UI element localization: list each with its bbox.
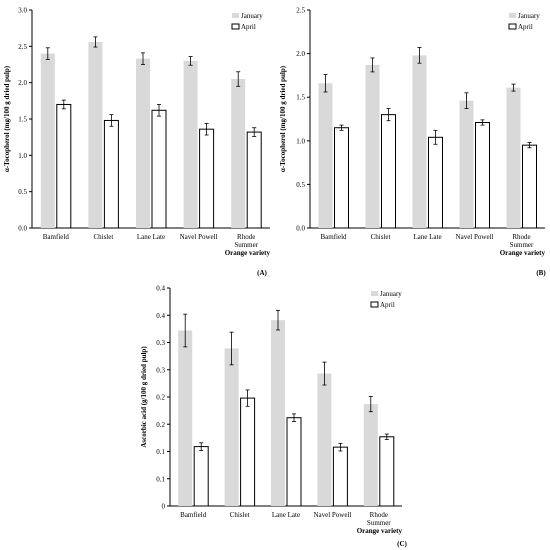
y-tick-label: 2.0 (296, 50, 305, 58)
bar-january (459, 100, 474, 228)
x-tick-label: Rhode (512, 233, 530, 241)
y-tick-label: 1.5 (18, 116, 27, 124)
y-tick-label: 0.3 (156, 366, 165, 374)
bar-april (193, 446, 209, 507)
y-tick-label: 0.4 (156, 285, 165, 293)
y-tick-label: 2.5 (18, 43, 27, 51)
panel-label: (A) (257, 269, 267, 277)
x-tick-label: Chislet (371, 233, 391, 241)
bar-january (224, 348, 239, 506)
bar-january (178, 330, 193, 506)
bar-april (56, 103, 72, 229)
bar-april (334, 127, 349, 229)
y-tick-label: 0.5 (18, 188, 27, 196)
chart-panel-1: 0.0 0.5 1.0 1.5 2.0 2.5 3.0 α-Tocopherol (mg/10… (3, 7, 270, 278)
bar-april (379, 436, 395, 507)
x-tick-label: Lane Late (272, 511, 300, 519)
bar-january (317, 373, 332, 506)
bar-april (286, 417, 302, 507)
x-tick-label: Summer (367, 519, 391, 527)
y-axis-label: α-Tocopherol (mg/100 g dried pulp) (279, 65, 287, 172)
x-axis-label: Orange variety (357, 527, 403, 535)
legend-swatch-april (508, 23, 517, 30)
x-axis-label: Orange variety (225, 249, 271, 257)
y-tick-label: 0.2 (156, 421, 165, 429)
x-tick-label: Navel Powell (313, 511, 351, 519)
x-tick-label: Lane Late (137, 233, 165, 241)
y-tick-label: 0.0 (18, 225, 27, 233)
bar-april (199, 128, 215, 229)
bar-january (363, 404, 378, 506)
x-tick-label: Lane Late (413, 233, 441, 241)
y-tick-label: 2.0 (18, 79, 27, 87)
y-tick-label: 2.5 (296, 7, 305, 15)
bar-april (151, 109, 167, 229)
bar-january (231, 79, 246, 229)
y-tick-label: 0.1 (156, 475, 165, 483)
bar-january (506, 87, 521, 228)
x-axis-label: Orange variety (500, 249, 546, 257)
bar-april (522, 144, 537, 229)
bar-april (475, 121, 490, 229)
y-tick-label: 3.0 (18, 7, 27, 15)
bar-january (183, 60, 198, 228)
bar-april (381, 114, 396, 229)
panel-label: (C) (397, 540, 407, 548)
y-axis-label: Ascorbic acid (g/100 g dried pulp) (140, 346, 148, 448)
bar-april (103, 119, 119, 229)
legend-swatch-april (370, 301, 379, 308)
y-tick-label: 0.0 (296, 225, 305, 233)
bar-january (271, 320, 285, 506)
x-tick-label: Summer (234, 241, 258, 249)
y-tick-label: 1.0 (296, 137, 305, 145)
panel-label: (B) (536, 269, 546, 277)
bar-april (332, 446, 348, 507)
legend-label: January (518, 12, 540, 20)
y-tick-label: 0.5 (296, 181, 305, 189)
y-tick-label: 0.2 (156, 394, 165, 402)
legend-swatch-january (232, 13, 239, 18)
bar-april (246, 131, 262, 229)
legend-label: April (241, 23, 256, 31)
y-tick-label: 0 (162, 503, 166, 511)
x-tick-label: Bamfield (180, 511, 207, 519)
x-tick-label: Chislet (230, 511, 250, 519)
bar-april (428, 136, 443, 229)
legend-label: January (241, 12, 263, 20)
y-tick-label: 0.3 (156, 339, 165, 347)
bar-january (318, 83, 333, 228)
y-tick-label: 0.4 (156, 312, 165, 320)
legend-swatch-january (509, 13, 516, 18)
chart-panel-2: 0.0 0.5 1.0 1.5 2.0 2.5 α-Tocopherol (mg/100 g… (279, 7, 546, 278)
bar-january (412, 55, 427, 229)
x-tick-label: Summer (510, 241, 534, 249)
legend-label: January (380, 290, 402, 298)
x-tick-label: Chislet (93, 233, 113, 241)
y-tick-label: 1.0 (18, 152, 27, 160)
x-tick-label: Bamfield (43, 233, 70, 241)
bar-april (240, 397, 256, 507)
y-tick-label: 0.1 (156, 448, 165, 456)
y-tick-label: 1.5 (296, 94, 305, 102)
x-tick-label: Rhode (370, 511, 388, 519)
legend-label: April (380, 301, 395, 309)
x-tick-label: Bamfield (320, 233, 347, 241)
y-axis-label: α-Tocopherol (mg/100 g dried pulp) (3, 65, 11, 172)
bar-january (365, 64, 380, 228)
legend-label: April (518, 23, 533, 31)
x-tick-label: Navel Powell (180, 233, 218, 241)
legend-swatch-april (231, 23, 240, 30)
bar-january (88, 41, 103, 229)
x-tick-label: Rhode (237, 233, 255, 241)
bar-january (40, 53, 55, 228)
bar-january (136, 58, 150, 228)
chart-panel-3: 0 0.1 0.1 0.2 0.2 0.3 0.3 0.4 0.4 Ascorbic acid (… (140, 285, 408, 549)
x-tick-label: Navel Powell (456, 233, 494, 241)
legend-swatch-january (371, 291, 378, 296)
